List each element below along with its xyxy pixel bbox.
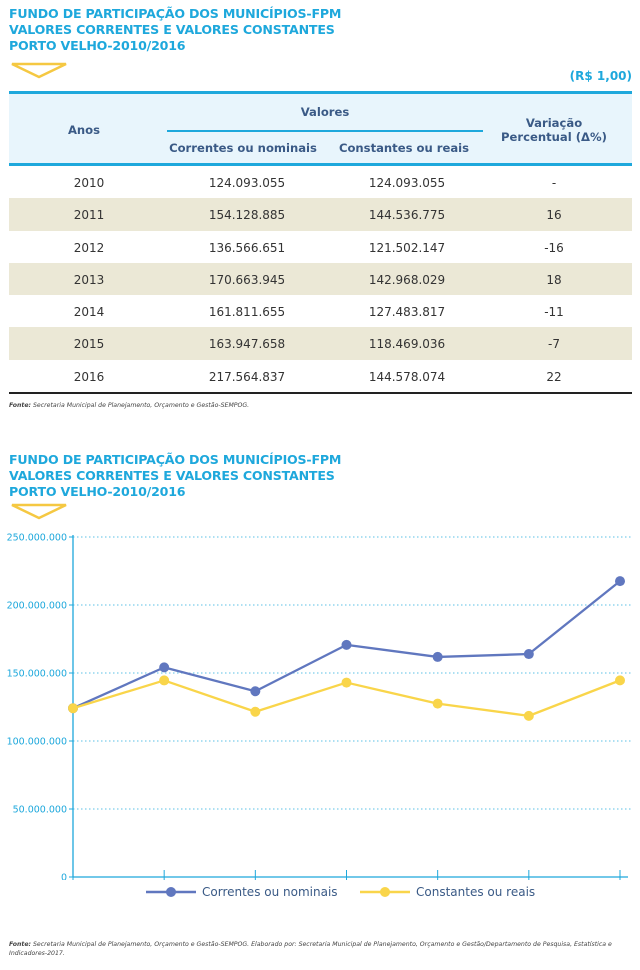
table-bottom-rule (9, 392, 632, 394)
cell-constantes: 124.093.055 (368, 176, 446, 190)
data-point-constantes (341, 677, 352, 688)
legend-label-constantes: Constantes ou reais (416, 885, 536, 899)
legend-marker-correntes-icon (146, 887, 196, 897)
chart-source-note: Fonte: Secretaria Municipal de Planejame… (9, 940, 634, 958)
data-point-correntes (615, 576, 625, 587)
table-row: 2010 124.093.055 124.093.055 - (9, 166, 632, 198)
y-tick-label: 250.000.000 (7, 533, 67, 544)
cell-correntes: 124.093.055 (208, 176, 286, 190)
table-row: 2011 154.128.885 144.536.775 16 (9, 198, 632, 231)
cell-year: 2011 (73, 208, 105, 223)
cell-variacao: - (551, 176, 557, 190)
y-tick-label: 200.000.000 (7, 601, 67, 612)
chart-title-line-3: PORTO VELHO-2010/2016 (9, 484, 186, 499)
cell-variacao: -16 (544, 240, 564, 255)
cell-year: 2010 (73, 176, 105, 190)
data-point-constantes (523, 710, 534, 721)
cell-variacao: -7 (548, 337, 560, 352)
cell-constantes: 121.502.147 (368, 240, 446, 255)
cell-variacao: 18 (546, 272, 562, 287)
legend-item-constantes: Constantes ou reais (360, 880, 535, 904)
cell-variacao: 22 (546, 369, 562, 384)
header-valores: Valores (300, 105, 350, 119)
table-row: 2014 161.811.655 127.483.817 -11 (9, 295, 632, 327)
header-constantes: Constantes ou reais (338, 141, 470, 155)
triangle-down-icon (11, 62, 67, 79)
cell-constantes: 127.483.817 (368, 305, 446, 320)
data-point-correntes (523, 649, 534, 660)
chart-title-line-2: VALORES CORRENTES E VALORES CONSTANTES (9, 468, 335, 483)
table-body: 2010 124.093.055 124.093.055 - 2011 154.128.8… (9, 166, 632, 392)
cell-year: 2013 (73, 272, 105, 287)
cell-year: 2012 (73, 240, 105, 255)
table-row: 2016 217.564.837 144.578.074 22 (9, 360, 632, 392)
data-point-correntes (250, 686, 261, 697)
header-anos: Anos (67, 123, 101, 137)
line-chart: 0 50.000.000 100.000.000 150.000.000 200.000… (7, 533, 632, 881)
cell-correntes: 136.566.651 (208, 240, 286, 255)
chart-title-line-1: FUNDO DE PARTICIPAÇÃO DOS MUNICÍPIOS-FPM (9, 452, 342, 467)
table-title: FUNDO DE PARTICIPAÇÃO DOS MUNICÍPIOS-FPM… (9, 6, 341, 54)
legend-item-correntes: Correntes ou nominais (146, 880, 338, 904)
cell-constantes: 144.536.775 (368, 208, 446, 223)
legend-marker-constantes-icon (360, 887, 410, 897)
chart-legend: Correntes ou nominais Constantes ou reai… (0, 880, 640, 904)
y-tick-label: 150.000.000 (7, 669, 67, 680)
cell-constantes: 118.469.036 (368, 337, 446, 352)
source-text: Secretaria Municipal de Planejamento, Or… (31, 402, 250, 409)
cell-year: 2016 (73, 369, 105, 384)
data-point-correntes (432, 651, 443, 662)
y-tick-label: 0 (61, 873, 67, 881)
data-point-constantes (159, 675, 170, 686)
header-correntes: Correntes ou nominais (169, 141, 317, 155)
table-source-note: Fonte: Secretaria Municipal de Planejame… (9, 401, 634, 410)
data-point-constantes (68, 703, 78, 714)
table-title-line-3: PORTO VELHO-2010/2016 (9, 38, 186, 53)
table-title-line-2: VALORES CORRENTES E VALORES CONSTANTES (9, 22, 335, 37)
table-row: 2013 170.663.945 142.968.029 18 (9, 262, 632, 296)
data-point-correntes (341, 639, 352, 650)
unit-label: (R$ 1,00) (569, 69, 632, 83)
cell-variacao: 16 (546, 208, 562, 223)
source-label: Fonte: (9, 402, 32, 409)
cell-constantes: 142.968.029 (368, 272, 446, 287)
cell-year: 2015 (73, 337, 105, 352)
data-point-constantes (250, 706, 261, 717)
header-variacao-line-1: Variação (525, 116, 583, 130)
cell-variacao: -11 (544, 305, 564, 320)
cell-correntes: 217.564.837 (208, 369, 286, 384)
table-row: 2015 163.947.658 118.469.036 -7 (9, 327, 632, 360)
data-point-constantes (615, 675, 625, 686)
header-variacao: Variação Percentual (Δ%) (489, 116, 619, 144)
source-text: Secretaria Municipal de Planejamento, Or… (9, 941, 612, 957)
cell-correntes: 170.663.945 (208, 272, 286, 287)
data-point-correntes (159, 662, 170, 673)
legend-label-correntes: Correntes ou nominais (202, 885, 338, 899)
header-divider (167, 130, 483, 132)
y-tick-label: 100.000.000 (7, 737, 67, 748)
table-title-line-1: FUNDO DE PARTICIPAÇÃO DOS MUNICÍPIOS-FPM (9, 6, 342, 21)
cell-correntes: 163.947.658 (208, 337, 286, 352)
chart-title: FUNDO DE PARTICIPAÇÃO DOS MUNICÍPIOS-FPM… (9, 452, 341, 500)
data-point-constantes (432, 698, 443, 709)
header-variacao-line-2: Percentual (Δ%) (501, 130, 607, 144)
source-label: Fonte: (9, 941, 32, 948)
cell-year: 2014 (73, 305, 105, 320)
cell-correntes: 161.811.655 (208, 305, 286, 320)
table-header: Anos Valores Correntes ou nominais Const… (9, 91, 632, 166)
cell-correntes: 154.128.885 (208, 208, 286, 223)
cell-constantes: 144.578.074 (368, 369, 446, 384)
y-tick-label: 50.000.000 (13, 805, 67, 816)
table-row: 2012 136.566.651 121.502.147 -16 (9, 231, 632, 263)
triangle-down-icon (11, 503, 67, 520)
